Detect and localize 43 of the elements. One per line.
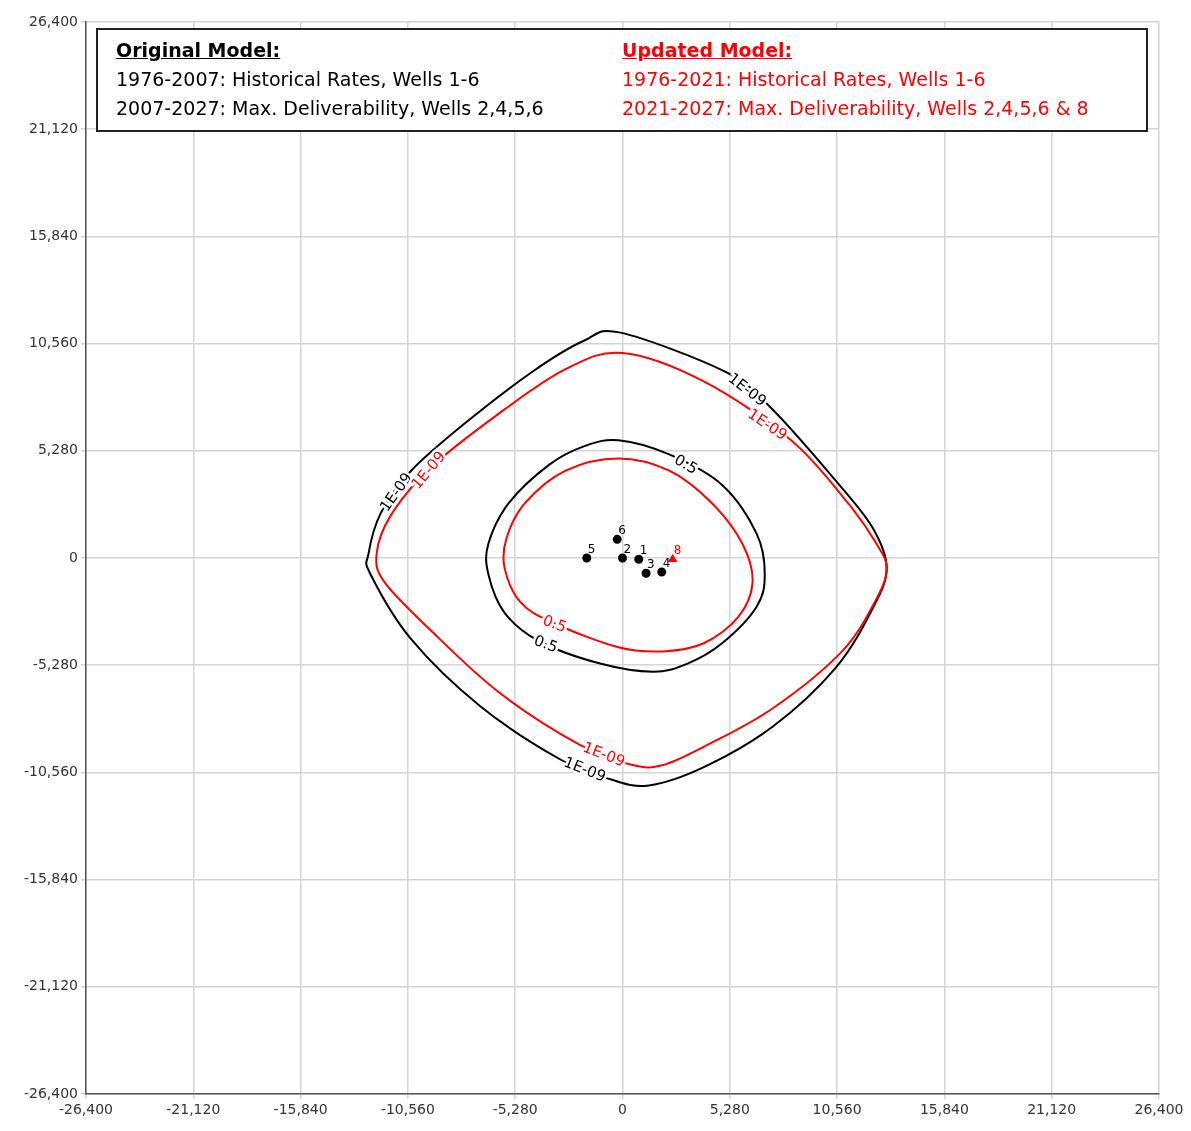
y-tick-label: -15,840 (23, 870, 78, 887)
x-tick-label: 10,560 (812, 1101, 862, 1118)
point (634, 554, 644, 564)
point (612, 534, 622, 544)
point (657, 567, 667, 577)
x-tick-label: 15,840 (919, 1101, 969, 1118)
point (641, 568, 651, 578)
annotation: 8 (673, 543, 682, 558)
y-tick-label: 15,840 (29, 227, 78, 244)
x-tick-label: 0 (618, 1101, 627, 1118)
annotation: 1 (639, 543, 648, 558)
annotation: 0.5 (531, 631, 561, 657)
x-tick-label: -21,120 (166, 1101, 221, 1118)
y-tick-label: -10,560 (23, 763, 78, 780)
y-tick-label: 10,560 (29, 334, 78, 351)
point (582, 553, 592, 563)
annotation: 1976-2007: Historical Rates, Wells 1-6 (116, 67, 481, 92)
y-tick-label: 21,120 (29, 119, 78, 136)
y-tick-label: -26,400 (23, 1084, 78, 1101)
y-tick-label: 26,400 (29, 12, 78, 29)
y-tick-label: -21,120 (23, 977, 78, 994)
annotation: 2021-2027: Max. Deliverability, Wells 2,4,5,6 & 8 (622, 96, 1090, 121)
x-tick-label: -15,840 (273, 1101, 328, 1118)
annotation: 3 (647, 557, 655, 572)
annotation: Updated Model: (622, 38, 794, 63)
annotation: 2 (623, 542, 632, 556)
y-tick-label: -5,280 (32, 655, 78, 672)
annotation: Original Model: (116, 38, 282, 63)
x-tick-label: -26,400 (58, 1101, 114, 1118)
y-tick-label: 5,280 (37, 441, 78, 458)
annotation: 6 (618, 523, 626, 538)
x-tick-label: -10,560 (380, 1101, 435, 1118)
x-tick-label: 5,280 (709, 1101, 750, 1118)
annotation: 5 (587, 542, 596, 556)
x-tick-label: 21,120 (1027, 1101, 1077, 1118)
annotation: 0.5 (671, 450, 701, 478)
point (618, 553, 627, 563)
annotation: 1976-2021: Historical Rates, Wells 1-6 (622, 67, 987, 92)
annotation: 4 (662, 556, 671, 571)
x-tick-label: -5,280 (492, 1101, 538, 1118)
y-tick-label: 0 (69, 548, 78, 565)
annotation: 2007-2027: Max. Deliverability, Wells 2,4,5,6 (116, 96, 545, 121)
x-tick-label: 26,400 (1134, 1101, 1184, 1118)
